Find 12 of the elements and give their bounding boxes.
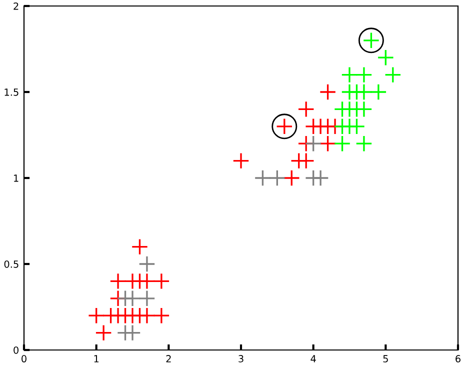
x-tick-label: 2 [166, 355, 171, 362]
y-tick-label: 0.5 [4, 260, 18, 268]
y-tick-label: 1 [14, 174, 18, 182]
x-tick-label: 5 [383, 355, 388, 362]
x-tick-label: 1 [94, 355, 99, 362]
x-tick-label: 6 [456, 355, 460, 362]
x-tick-label: 4 [310, 355, 316, 362]
x-tick-label: 3 [238, 355, 244, 362]
x-tick-label: 0 [22, 355, 26, 362]
y-tick-label: 2 [14, 2, 18, 10]
y-tick-label: 1.5 [4, 88, 18, 96]
y-tick-label: 0 [14, 346, 18, 354]
